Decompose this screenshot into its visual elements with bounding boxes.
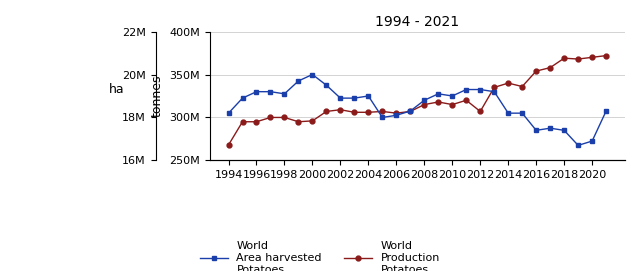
World
Production
Potatoes (323, 110, 330, 113)
World
Production
Potatoes (225, 143, 232, 147)
World
Production
Potatoes (420, 103, 428, 106)
World
Production
Potatoes (476, 110, 484, 113)
World
Area harvested
Potatoes (308, 73, 316, 76)
World
Area harvested
Potatoes (253, 90, 260, 93)
World
Production
Potatoes (463, 99, 470, 102)
World
Production
Potatoes (561, 57, 568, 60)
World
Area harvested
Potatoes (420, 99, 428, 102)
World
Area harvested
Potatoes (588, 140, 596, 143)
World
Production
Potatoes (294, 120, 302, 123)
World
Area harvested
Potatoes (449, 94, 456, 98)
World
Area harvested
Potatoes (392, 114, 400, 117)
World
Production
Potatoes (239, 120, 246, 123)
World
Area harvested
Potatoes (602, 109, 610, 113)
Line: World
Area harvested
Potatoes: World Area harvested Potatoes (226, 72, 609, 148)
World
Area harvested
Potatoes (406, 109, 414, 113)
World
Area harvested
Potatoes (351, 96, 358, 100)
World
Area harvested
Potatoes (463, 88, 470, 91)
World
Area harvested
Potatoes (574, 144, 582, 147)
World
Area harvested
Potatoes (518, 112, 526, 115)
World
Area harvested
Potatoes (294, 79, 302, 83)
World
Area harvested
Potatoes (504, 112, 512, 115)
World
Area harvested
Potatoes (435, 92, 442, 95)
World
Area harvested
Potatoes (547, 127, 554, 130)
Title: 1994 - 2021: 1994 - 2021 (375, 15, 460, 29)
World
Area harvested
Potatoes (239, 96, 246, 100)
World
Production
Potatoes (449, 103, 456, 106)
World
Area harvested
Potatoes (337, 96, 344, 100)
World
Production
Potatoes (532, 69, 540, 73)
World
Production
Potatoes (280, 116, 288, 119)
World
Production
Potatoes (504, 82, 512, 85)
World
Area harvested
Potatoes (267, 90, 275, 93)
World
Production
Potatoes (574, 57, 582, 61)
Y-axis label: ha: ha (109, 83, 124, 96)
Legend: World
Area harvested
Potatoes, World
Production
Potatoes: World Area harvested Potatoes, World Pro… (195, 237, 445, 271)
World
Area harvested
Potatoes (378, 116, 386, 119)
World
Production
Potatoes (337, 108, 344, 111)
World
Area harvested
Potatoes (280, 92, 288, 95)
World
Production
Potatoes (518, 85, 526, 88)
World
Area harvested
Potatoes (532, 129, 540, 132)
World
Production
Potatoes (490, 86, 498, 89)
World
Area harvested
Potatoes (225, 112, 232, 115)
World
Production
Potatoes (253, 120, 260, 123)
World
Area harvested
Potatoes (490, 90, 498, 93)
World
Production
Potatoes (602, 54, 610, 57)
World
Area harvested
Potatoes (323, 84, 330, 87)
World
Production
Potatoes (365, 111, 372, 114)
World
Production
Potatoes (308, 119, 316, 122)
World
Production
Potatoes (267, 116, 275, 119)
Line: World
Production
Potatoes: World Production Potatoes (226, 53, 609, 147)
World
Production
Potatoes (547, 66, 554, 69)
Y-axis label: tonnes: tonnes (150, 75, 164, 117)
World
Production
Potatoes (351, 111, 358, 114)
World
Production
Potatoes (435, 100, 442, 104)
World
Area harvested
Potatoes (561, 129, 568, 132)
World
Production
Potatoes (392, 112, 400, 115)
World
Production
Potatoes (588, 56, 596, 59)
World
Area harvested
Potatoes (476, 88, 484, 91)
World
Area harvested
Potatoes (365, 94, 372, 98)
World
Production
Potatoes (378, 110, 386, 113)
World
Production
Potatoes (406, 110, 414, 113)
